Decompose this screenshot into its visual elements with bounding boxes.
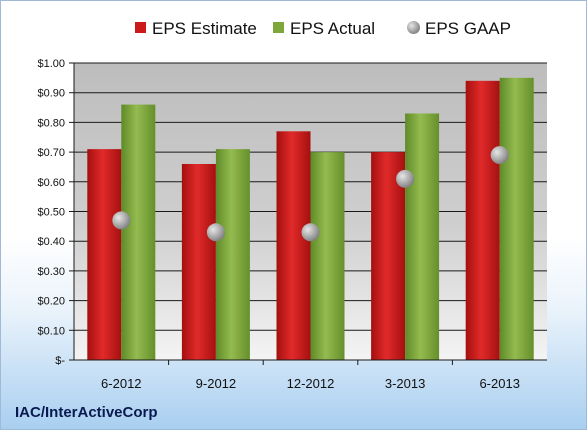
y-tick-label: $0.30	[37, 266, 65, 278]
eps-gaap-marker	[301, 223, 320, 242]
eps-estimate-bar	[465, 80, 500, 360]
y-tick-label: $1.00	[37, 58, 65, 70]
y-tick-label: $0.20	[37, 296, 65, 308]
eps-gaap-marker	[490, 146, 509, 165]
y-tick-label: $0.10	[37, 325, 65, 337]
eps-actual-bar	[405, 113, 440, 361]
eps-actual-bar	[310, 152, 345, 360]
y-tick-label: $0.60	[37, 177, 65, 189]
eps-gaap-marker	[112, 211, 131, 230]
eps-actual-bar	[499, 77, 534, 360]
y-tick-label: $0.70	[37, 147, 65, 159]
eps-gaap-marker	[396, 169, 415, 188]
eps-gaap-marker	[206, 223, 225, 242]
legend-swatch	[407, 21, 420, 34]
x-tick-label: 9-2012	[196, 376, 236, 391]
legend-label: EPS Estimate	[152, 19, 257, 38]
legend-label: EPS Actual	[290, 19, 375, 38]
x-tick-label: 6-2013	[479, 376, 519, 391]
y-tick-label: $0.50	[37, 207, 65, 219]
x-tick-label: 6-2012	[101, 376, 141, 391]
eps-actual-bar	[215, 149, 250, 360]
eps-estimate-bar	[371, 152, 406, 360]
eps-estimate-bar	[181, 163, 216, 360]
y-tick-label: $0.90	[37, 88, 65, 100]
y-tick-label: $0.40	[37, 236, 65, 248]
eps-estimate-bar	[276, 131, 311, 360]
eps-actual-bar	[121, 104, 156, 360]
eps-estimate-bar	[87, 149, 122, 360]
legend-label: EPS GAAP	[425, 19, 511, 38]
company-name: IAC/InterActiveCorp	[15, 404, 158, 421]
legend-swatch	[135, 22, 146, 33]
x-tick-label: 12-2012	[287, 376, 335, 391]
legend-swatch	[273, 22, 284, 33]
x-tick-label: 3-2013	[385, 376, 425, 391]
y-tick-label: $0.80	[37, 117, 65, 129]
y-tick-label: $-	[55, 355, 65, 367]
